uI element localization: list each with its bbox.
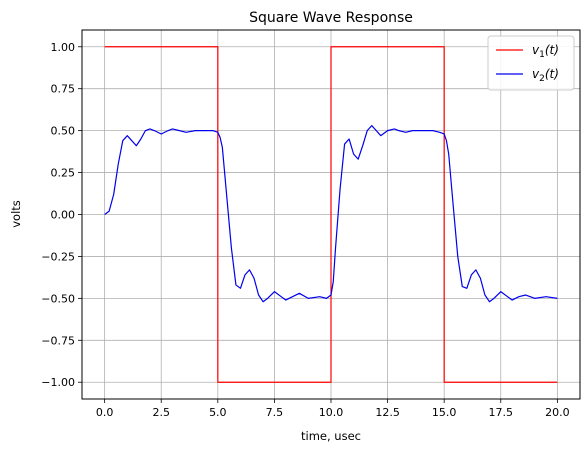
x-tick-label: 20.0 bbox=[545, 406, 570, 419]
y-axis-label: volts bbox=[9, 200, 23, 228]
series-line-v1 bbox=[104, 46, 558, 383]
legend-label-v2: v2(t) bbox=[532, 67, 559, 84]
y-tick-label: 0.00 bbox=[51, 209, 76, 222]
legend-label-v1: v1(t) bbox=[532, 43, 559, 60]
y-tick-label: 0.75 bbox=[51, 83, 76, 96]
x-axis-label: time, usec bbox=[301, 429, 361, 443]
y-tick-label: −1.00 bbox=[41, 376, 75, 389]
x-tick-label: 12.5 bbox=[375, 406, 400, 419]
x-tick-label: 2.5 bbox=[152, 406, 170, 419]
y-tick-label: 0.25 bbox=[51, 167, 76, 180]
x-tick-label: 10.0 bbox=[319, 406, 344, 419]
x-tick-label: 15.0 bbox=[432, 406, 457, 419]
series-lines bbox=[104, 46, 558, 383]
y-tick-label: −0.50 bbox=[41, 292, 75, 305]
x-tick-label: 17.5 bbox=[489, 406, 514, 419]
legend: v1(t) v2(t) bbox=[487, 35, 575, 91]
x-tick-label: 0.0 bbox=[96, 406, 114, 419]
axis-ticks: 0.0 2.5 5.0 7.5 10.0 12.5 15.0 17.5 20.0 1.00 0.75… bbox=[41, 41, 569, 419]
series-line-v2 bbox=[104, 124, 558, 303]
y-tick-label: −0.75 bbox=[41, 334, 75, 347]
y-tick-label: −0.25 bbox=[41, 250, 75, 263]
x-tick-label: 7.5 bbox=[266, 406, 284, 419]
y-tick-label: 0.50 bbox=[51, 125, 76, 138]
legend-box bbox=[487, 35, 575, 91]
y-tick-label: 1.00 bbox=[51, 41, 76, 54]
x-tick-label: 5.0 bbox=[209, 406, 227, 419]
chart-title: Square Wave Response bbox=[249, 10, 413, 26]
